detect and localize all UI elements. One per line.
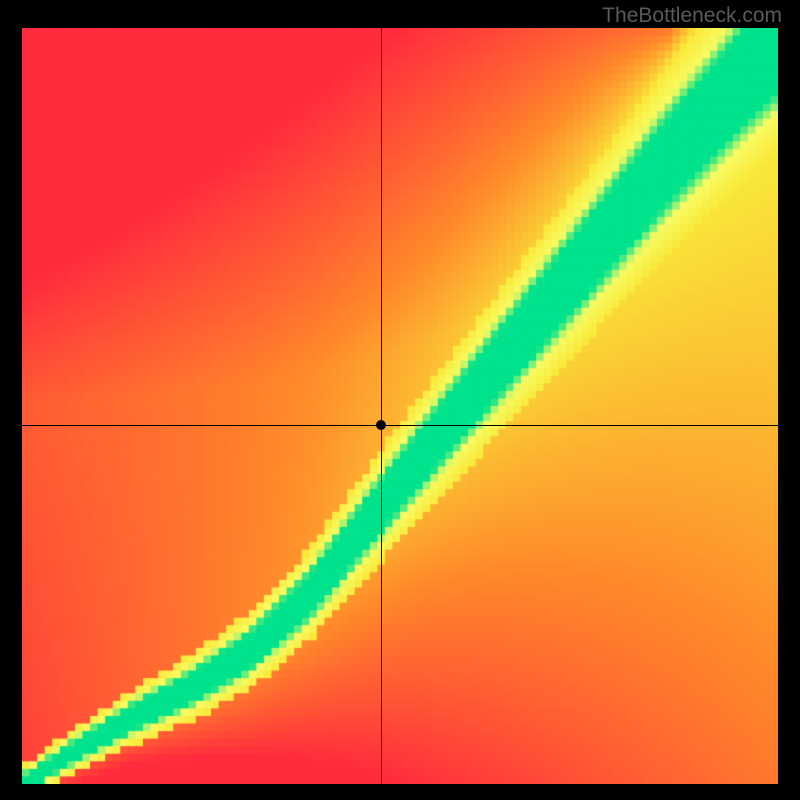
heatmap-plot: [22, 28, 778, 784]
marker-dot: [376, 420, 386, 430]
watermark-text: TheBottleneck.com: [602, 4, 782, 28]
heatmap-canvas: [22, 28, 778, 784]
crosshair-horizontal: [22, 425, 778, 426]
chart-container: TheBottleneck.com: [0, 0, 800, 800]
crosshair-vertical: [381, 28, 382, 784]
